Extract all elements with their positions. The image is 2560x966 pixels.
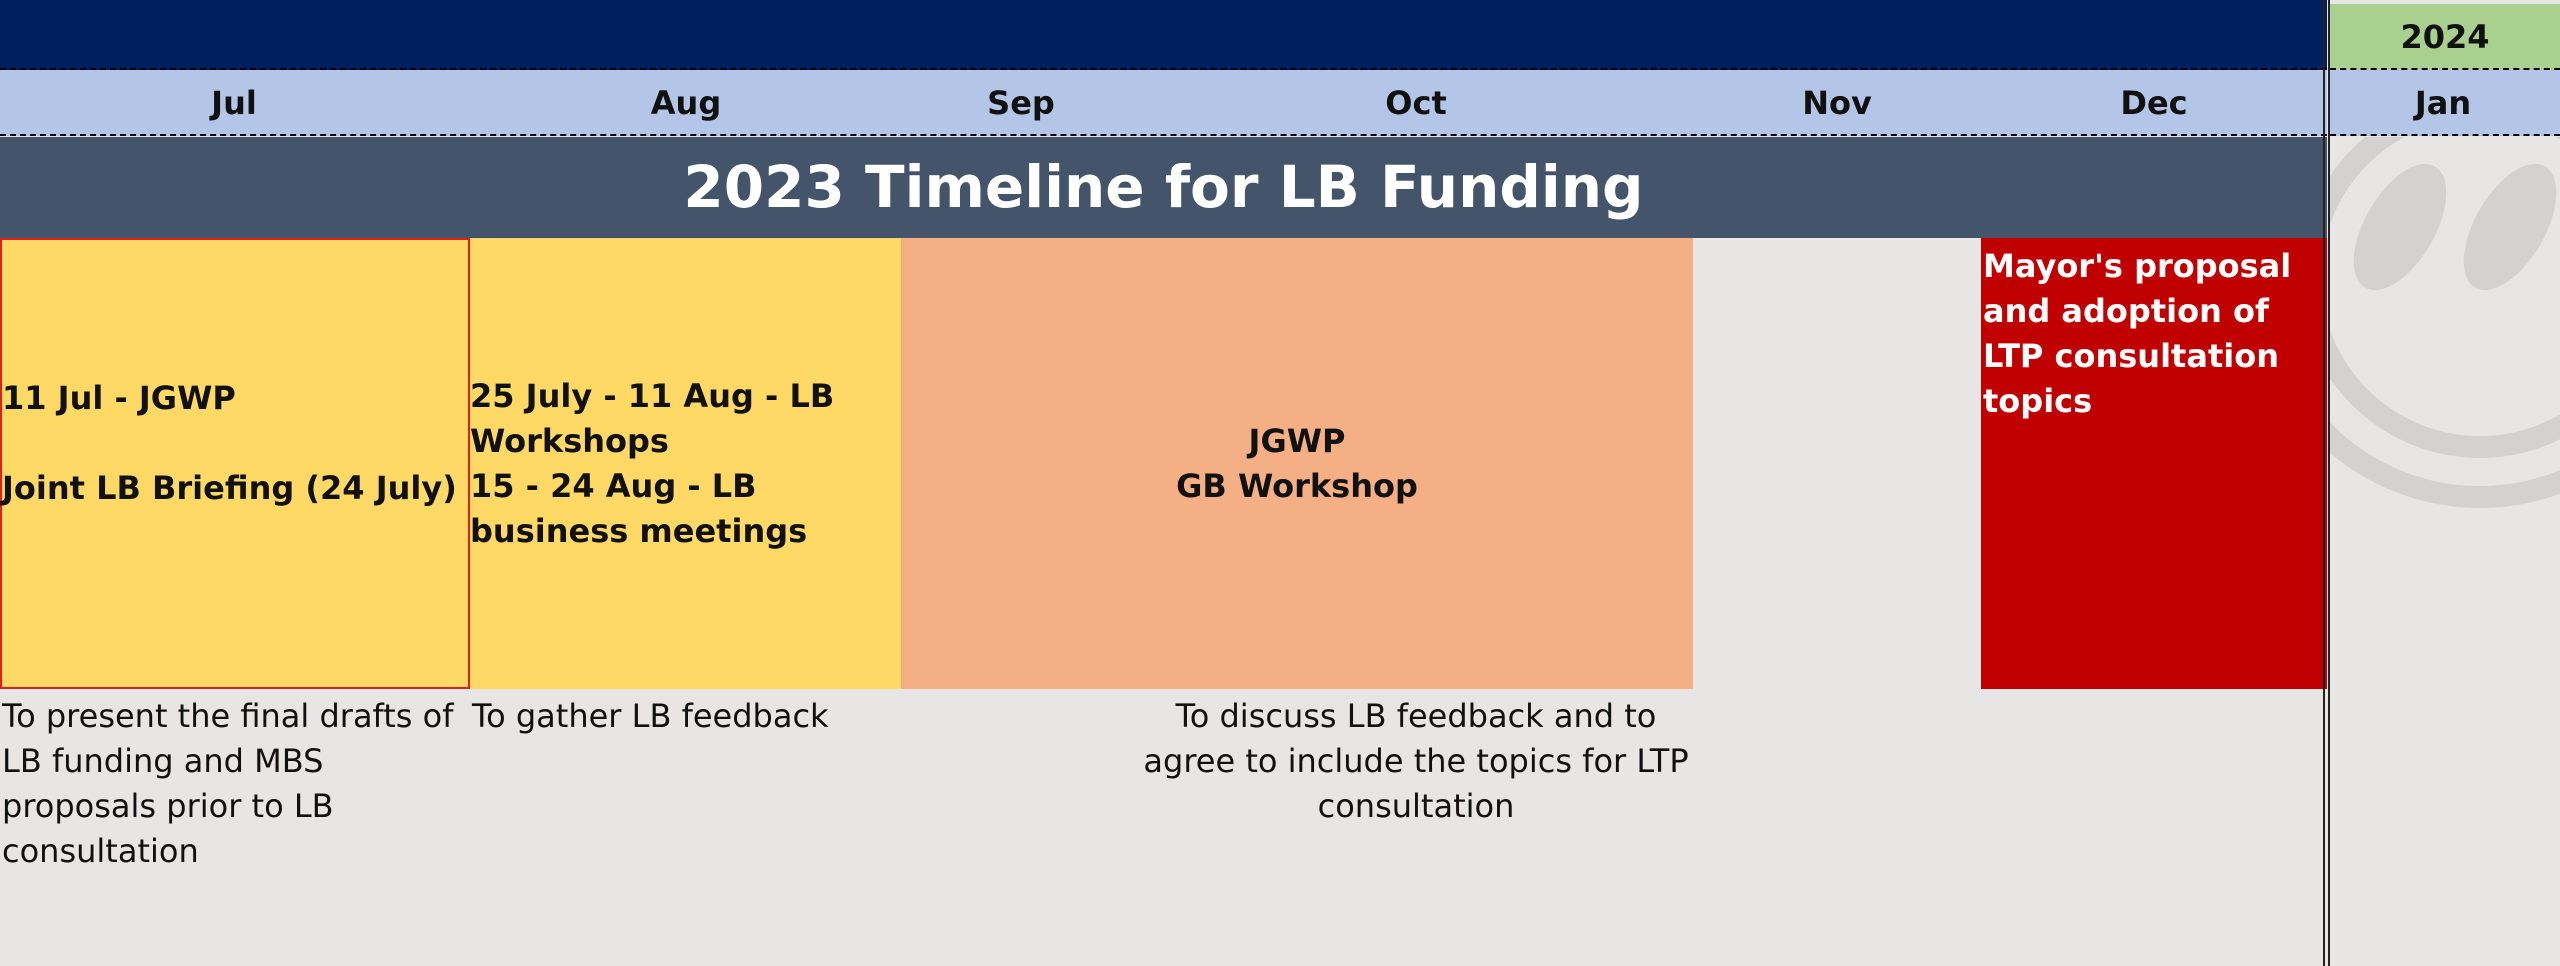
event-line: 11 Jul - JGWP <box>2 379 236 417</box>
event-line: 15 - 24 Aug - LB business meetings <box>470 466 808 550</box>
year-cell: 2024 <box>2330 4 2560 70</box>
event-line: GB Workshop <box>1176 466 1418 505</box>
event-box: Mayor's proposal and adoption of LTP con… <box>1981 238 2327 689</box>
event-line: Joint LB Briefing (24 July) <box>2 469 457 507</box>
event-box: 25 July - 11 Aug - LB Workshops 15 - 24 … <box>470 238 901 689</box>
note: To discuss LB feedback and to agree to i… <box>1143 697 1689 825</box>
month-label: Jul <box>211 84 257 122</box>
top-bar <box>0 0 2327 70</box>
divider <box>2323 0 2330 966</box>
title-band: 2023 Timeline for LB Funding <box>0 137 2327 238</box>
month-label: Aug <box>650 84 722 122</box>
month-label: Sep <box>987 84 1055 122</box>
month-label: Nov <box>1802 84 1872 122</box>
event-box: 11 Jul - JGWP Joint LB Briefing (24 July… <box>0 238 470 689</box>
logo-watermark <box>2330 137 2560 508</box>
note: To gather LB feedback <box>472 697 829 735</box>
note: To present the final drafts of LB fundin… <box>2 697 454 870</box>
month-row <box>0 70 2327 136</box>
event-line: JGWP <box>1248 421 1346 460</box>
event-line: Mayor's proposal and adoption of LTP con… <box>1983 247 2292 420</box>
month-row-2024 <box>2330 70 2560 136</box>
month-label: Jan <box>2414 84 2472 122</box>
event-line: 25 July - 11 Aug - LB Workshops <box>470 376 835 460</box>
month-label: Oct <box>1385 84 1447 122</box>
month-label: Dec <box>2120 84 2188 122</box>
event-box: JGWP GB Workshop <box>901 238 1693 689</box>
